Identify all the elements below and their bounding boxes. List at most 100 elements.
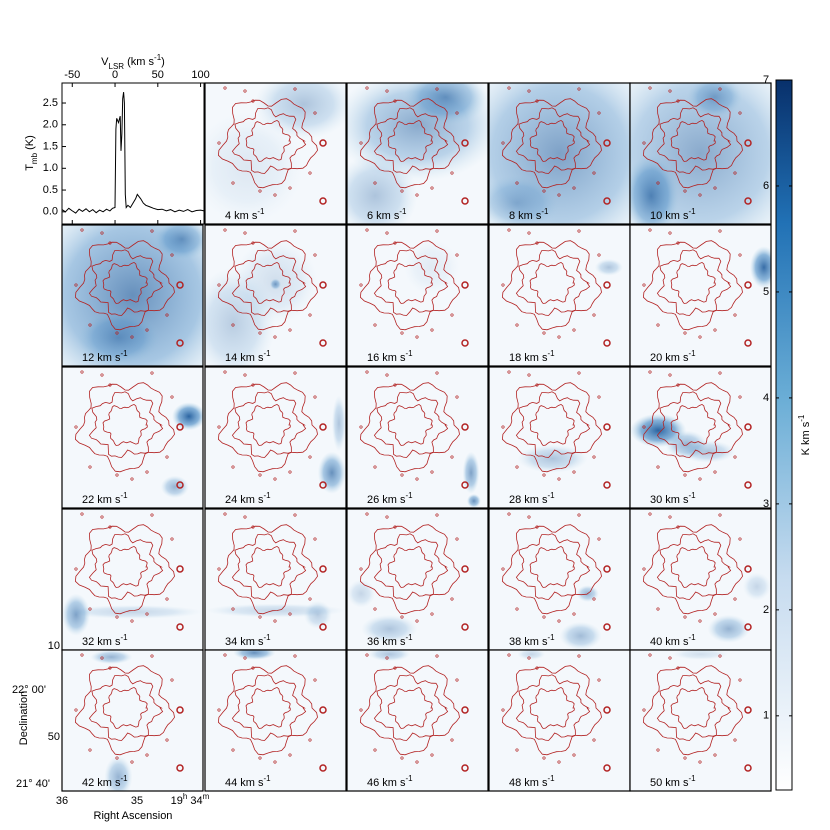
panel-frame (346, 366, 489, 509)
contour (359, 98, 460, 189)
contour-dot (648, 370, 652, 374)
panel-frame (61, 366, 204, 509)
colorbar-tick-label: 3 (763, 498, 769, 510)
x-tick-label: 0 (112, 69, 118, 81)
x-tick-label: -50 (64, 69, 80, 81)
contour-dot (430, 328, 434, 332)
contour-dot (88, 465, 92, 469)
emission (679, 440, 736, 463)
emission (594, 258, 623, 276)
contour-source (461, 423, 469, 431)
colorbar (775, 79, 793, 791)
contour-dot (450, 171, 454, 175)
y-tick-label: 2.5 (43, 97, 58, 109)
panel-frame (61, 649, 204, 792)
channel-panel (489, 650, 630, 791)
contour-source (319, 623, 327, 631)
channel-label: 8 km s-1 (509, 207, 549, 222)
text-part: 14 (225, 352, 237, 364)
y-tick-label: 2.0 (43, 119, 58, 131)
contour-dot (557, 335, 561, 339)
contour-dot (170, 395, 174, 399)
text-part: K km s (800, 421, 812, 455)
emission (517, 650, 546, 660)
contour-dot (668, 373, 672, 377)
contour-source (603, 565, 611, 573)
contour-dot (656, 465, 660, 469)
text-part: -1 (688, 633, 696, 642)
contour-dot (231, 323, 235, 327)
contour (642, 98, 743, 189)
text-part: 10 (650, 210, 662, 222)
emission (742, 572, 771, 601)
contour (217, 98, 318, 189)
contour (217, 665, 318, 756)
contour-dot (223, 370, 227, 374)
text-part: -1 (120, 633, 128, 642)
contour-dot (501, 567, 505, 571)
contour-dot (150, 229, 154, 233)
contour-dot (718, 229, 722, 233)
contour-dot (535, 99, 539, 103)
contour-dot (243, 231, 247, 235)
contour-dot (288, 753, 292, 757)
contour-dot (592, 597, 596, 601)
emission (205, 111, 304, 224)
map-background (489, 650, 630, 791)
channel-label: 40 km s-1 (650, 633, 696, 648)
text-part: m (203, 792, 210, 801)
panel-frame (346, 649, 489, 792)
contour (501, 524, 602, 615)
x-axis-label: VLSR (km s-1) (101, 53, 165, 71)
text-part: -1 (405, 349, 413, 358)
text-part: 16 (367, 352, 379, 364)
contour-dot (733, 597, 737, 601)
panel-frame (629, 366, 772, 509)
contour-source (319, 764, 327, 772)
emission (466, 493, 481, 508)
contour-dot (698, 193, 702, 197)
contour (359, 524, 460, 615)
contour-dot (577, 371, 581, 375)
contour-dot (243, 373, 247, 377)
contour-dot (217, 708, 221, 712)
contour-source (603, 764, 611, 772)
contour-dot (100, 515, 104, 519)
contour-dot (676, 241, 680, 245)
contour-dot (501, 283, 505, 287)
contour-dot (293, 513, 297, 517)
contour-dot (577, 229, 581, 233)
contour (217, 382, 318, 473)
text-part: -1 (547, 774, 555, 783)
channel-panel (630, 367, 771, 508)
contour-source (176, 481, 184, 489)
text-part: km s (97, 777, 121, 789)
contour-dot (572, 328, 576, 332)
text-part: T (24, 164, 36, 171)
emission (331, 395, 346, 452)
contour-dot (656, 748, 660, 752)
contour-dot (108, 666, 112, 670)
emission (559, 621, 602, 650)
channel-panel (347, 225, 488, 366)
text-part: -1 (405, 491, 413, 500)
text-part: 40 (650, 636, 662, 648)
contour-dot (738, 678, 742, 682)
emission (76, 309, 161, 366)
channel-label: 30 km s-1 (650, 491, 696, 506)
contour-dot (713, 753, 717, 757)
channel-label: 4 km s-1 (225, 207, 265, 222)
contour-dot (676, 383, 680, 387)
text-part: km s (382, 352, 406, 364)
contour-dot (535, 383, 539, 387)
contour-dot (115, 473, 119, 477)
contour-dot (258, 473, 262, 477)
contour-source (603, 481, 611, 489)
text-part: -1 (120, 774, 128, 783)
contour-dot (373, 748, 377, 752)
channel-panel (347, 83, 488, 224)
contour-dot (642, 708, 646, 712)
text-part: km s (524, 777, 548, 789)
channel-panel (630, 650, 771, 791)
contour-dot (243, 89, 247, 93)
